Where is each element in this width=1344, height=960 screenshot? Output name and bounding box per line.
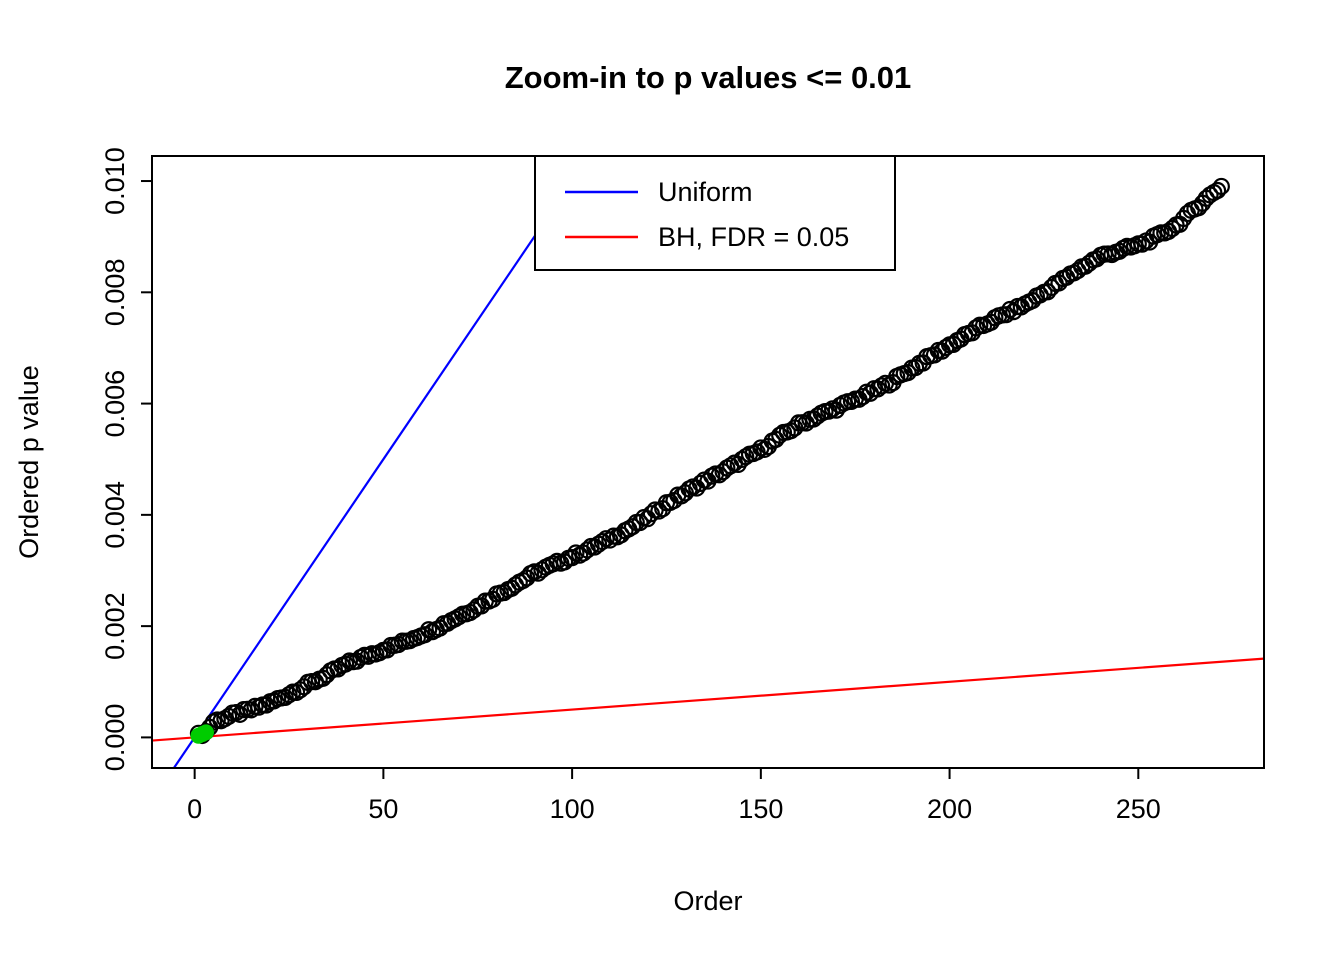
plot-title: Zoom-in to p values <= 0.01 bbox=[505, 60, 912, 95]
x-axis-title: Order bbox=[673, 886, 742, 916]
significant-point bbox=[197, 724, 214, 741]
p-value-point bbox=[1212, 177, 1230, 196]
p-value-point bbox=[280, 686, 298, 704]
p-value-point bbox=[563, 549, 581, 567]
p-value-point bbox=[1133, 235, 1151, 253]
p-value-point bbox=[242, 701, 260, 719]
p-value-point bbox=[416, 626, 434, 644]
y-tick-label: 0.008 bbox=[100, 259, 130, 327]
legend-label-uniform: Uniform bbox=[658, 177, 753, 207]
y-axis-title: Ordered p value bbox=[14, 365, 44, 559]
p-value-point bbox=[873, 377, 891, 395]
p-value-point bbox=[771, 426, 789, 444]
p-value-point bbox=[389, 635, 408, 654]
x-tick-label: 200 bbox=[927, 794, 972, 824]
legend-box bbox=[534, 155, 896, 271]
uniform-line bbox=[172, 156, 591, 768]
x-tick-label: 150 bbox=[738, 794, 783, 824]
p-value-point bbox=[642, 505, 660, 523]
p-value-point bbox=[967, 319, 985, 337]
x-tick-label: 100 bbox=[550, 794, 595, 824]
legend-label-bh: BH, FDR = 0.05 bbox=[658, 222, 849, 252]
p-value-point bbox=[1208, 181, 1227, 200]
x-tick-label: 50 bbox=[368, 794, 398, 824]
x-tick-label: 250 bbox=[1116, 794, 1161, 824]
x-axis: 0 50 100 150 200 250 bbox=[187, 768, 1161, 824]
p-value-point bbox=[737, 448, 755, 466]
x-tick-label: 0 bbox=[187, 794, 202, 824]
scatter-points bbox=[189, 177, 1230, 745]
p-value-point bbox=[997, 306, 1015, 324]
significant-points bbox=[190, 724, 214, 744]
p-value-point bbox=[359, 647, 377, 665]
y-tick-label: 0.004 bbox=[100, 481, 130, 549]
p-value-point bbox=[450, 608, 468, 626]
y-tick-label: 0.006 bbox=[100, 370, 130, 438]
y-tick-label: 0.002 bbox=[100, 592, 130, 660]
y-tick-label: 0.010 bbox=[100, 147, 130, 215]
legend: Uniform BH, FDR = 0.05 bbox=[534, 155, 896, 271]
bh-line bbox=[152, 657, 1264, 742]
p-value-point bbox=[337, 655, 355, 673]
p-value-point bbox=[854, 388, 872, 406]
p-value-point bbox=[544, 555, 562, 573]
y-tick-label: 0.000 bbox=[100, 704, 130, 772]
y-axis: 0.000 0.002 0.004 0.006 0.008 0.010 bbox=[100, 147, 152, 771]
reference-lines bbox=[152, 156, 1264, 768]
